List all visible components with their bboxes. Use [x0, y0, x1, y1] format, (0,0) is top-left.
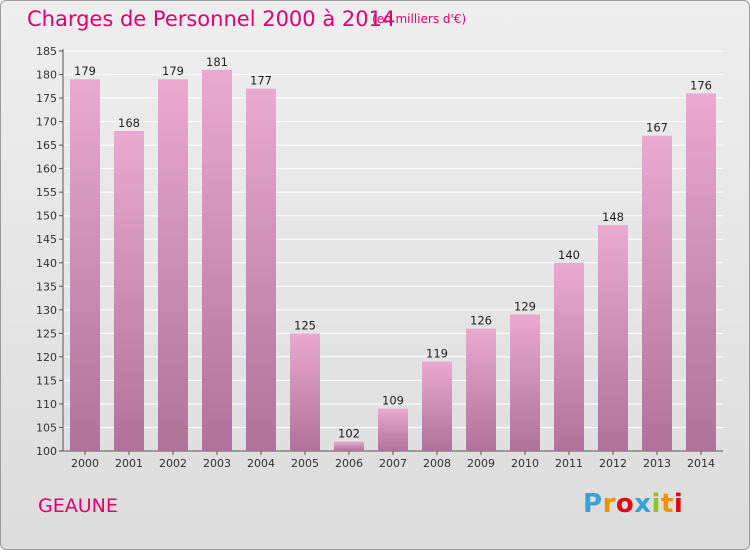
y-tick-label: 130 [36, 304, 57, 317]
data-label-2010: 129 [514, 300, 536, 314]
x-tick-label: 2005 [291, 457, 319, 470]
place-name: GEAUNE [38, 495, 118, 517]
bars [70, 69, 716, 452]
x-tick-label: 2011 [555, 457, 583, 470]
y-tick-label: 120 [36, 351, 57, 364]
x-tick-label: 2012 [599, 457, 627, 470]
y-tick-label: 125 [36, 327, 57, 340]
bar-2002 [158, 79, 188, 451]
data-label-2013: 167 [646, 121, 668, 135]
y-tick-labels: 100 105 110 115 120 125 130 135 140 145 150 155 160 1… [36, 45, 57, 458]
logo-letter: i [673, 489, 684, 519]
y-tick-label: 160 [36, 163, 57, 176]
y-tick-label: 155 [36, 186, 57, 199]
data-label-2003: 181 [206, 55, 228, 69]
data-label-2008: 119 [426, 347, 448, 361]
bar-2011 [554, 262, 584, 451]
x-tick-label: 2004 [247, 457, 275, 470]
x-tick-label: 2006 [335, 457, 363, 470]
data-label-2001: 168 [118, 116, 140, 130]
bar-2009 [466, 328, 496, 451]
proxiti-logo: Proxiti [583, 489, 683, 519]
data-label-2011: 140 [558, 248, 580, 262]
x-tick-labels: 2000 2001 2002 2003 2004 2005 2006 2007 2008 2009… [71, 457, 715, 470]
logo-letter: o [615, 489, 635, 519]
y-tick-label: 135 [36, 280, 57, 293]
y-tick-label: 185 [36, 45, 57, 58]
y-tick-label: 150 [36, 210, 57, 223]
x-tick-label: 2007 [379, 457, 407, 470]
data-label-2006: 102 [338, 427, 360, 441]
data-label-2007: 109 [382, 394, 404, 408]
x-tick-label: 2003 [203, 457, 231, 470]
bar-2003 [202, 69, 232, 451]
bar-2007 [378, 408, 408, 451]
x-tick-label: 2008 [423, 457, 451, 470]
data-label-2005: 125 [294, 318, 316, 332]
y-tick-label: 110 [36, 398, 57, 411]
bar-2000 [70, 79, 100, 451]
logo-letter: x [634, 489, 652, 519]
bar-2013 [642, 135, 672, 452]
y-tick-label: 100 [36, 445, 57, 458]
y-tick-label: 105 [36, 421, 57, 434]
x-tick-label: 2000 [71, 457, 99, 470]
bar-2004 [246, 88, 276, 451]
chart-title: Charges de Personnel 2000 à 2014 [27, 7, 396, 31]
y-tick-label: 115 [36, 374, 57, 387]
bar-2014 [686, 93, 716, 452]
data-label-2014: 176 [690, 78, 712, 92]
x-tick-label: 2002 [159, 457, 187, 470]
bar-2005 [290, 333, 320, 451]
x-tick-label: 2013 [643, 457, 671, 470]
data-labels: 179 168 179 181 177 125 102 109 119 126 129 140 148 1… [74, 55, 712, 441]
chart-subtitle: (en milliers d'€) [372, 12, 467, 26]
data-label-2000: 179 [74, 64, 96, 78]
y-tick-label: 165 [36, 139, 57, 152]
bar-2010 [510, 314, 540, 451]
bar-2006 [334, 441, 364, 451]
y-tick-label: 170 [36, 116, 57, 129]
bar-2012 [598, 225, 628, 451]
logo-letter: r [602, 489, 616, 519]
y-tick-label: 145 [36, 233, 57, 246]
data-label-2004: 177 [250, 74, 272, 88]
y-tick-label: 180 [36, 69, 57, 82]
x-tick-label: 2001 [115, 457, 143, 470]
x-tick-label: 2009 [467, 457, 495, 470]
bar-2008 [422, 361, 452, 451]
data-label-2002: 179 [162, 64, 184, 78]
logo-letter: i [651, 489, 661, 519]
x-tick-label: 2014 [687, 457, 715, 470]
data-label-2009: 126 [470, 314, 492, 328]
bar-2001 [114, 131, 144, 451]
data-label-2012: 148 [602, 210, 624, 224]
y-tick-label: 140 [36, 257, 57, 270]
x-tick-label: 2010 [511, 457, 539, 470]
logo-letter: t [660, 489, 674, 519]
y-tick-label: 175 [36, 92, 57, 105]
logo-letter: P [583, 489, 603, 519]
